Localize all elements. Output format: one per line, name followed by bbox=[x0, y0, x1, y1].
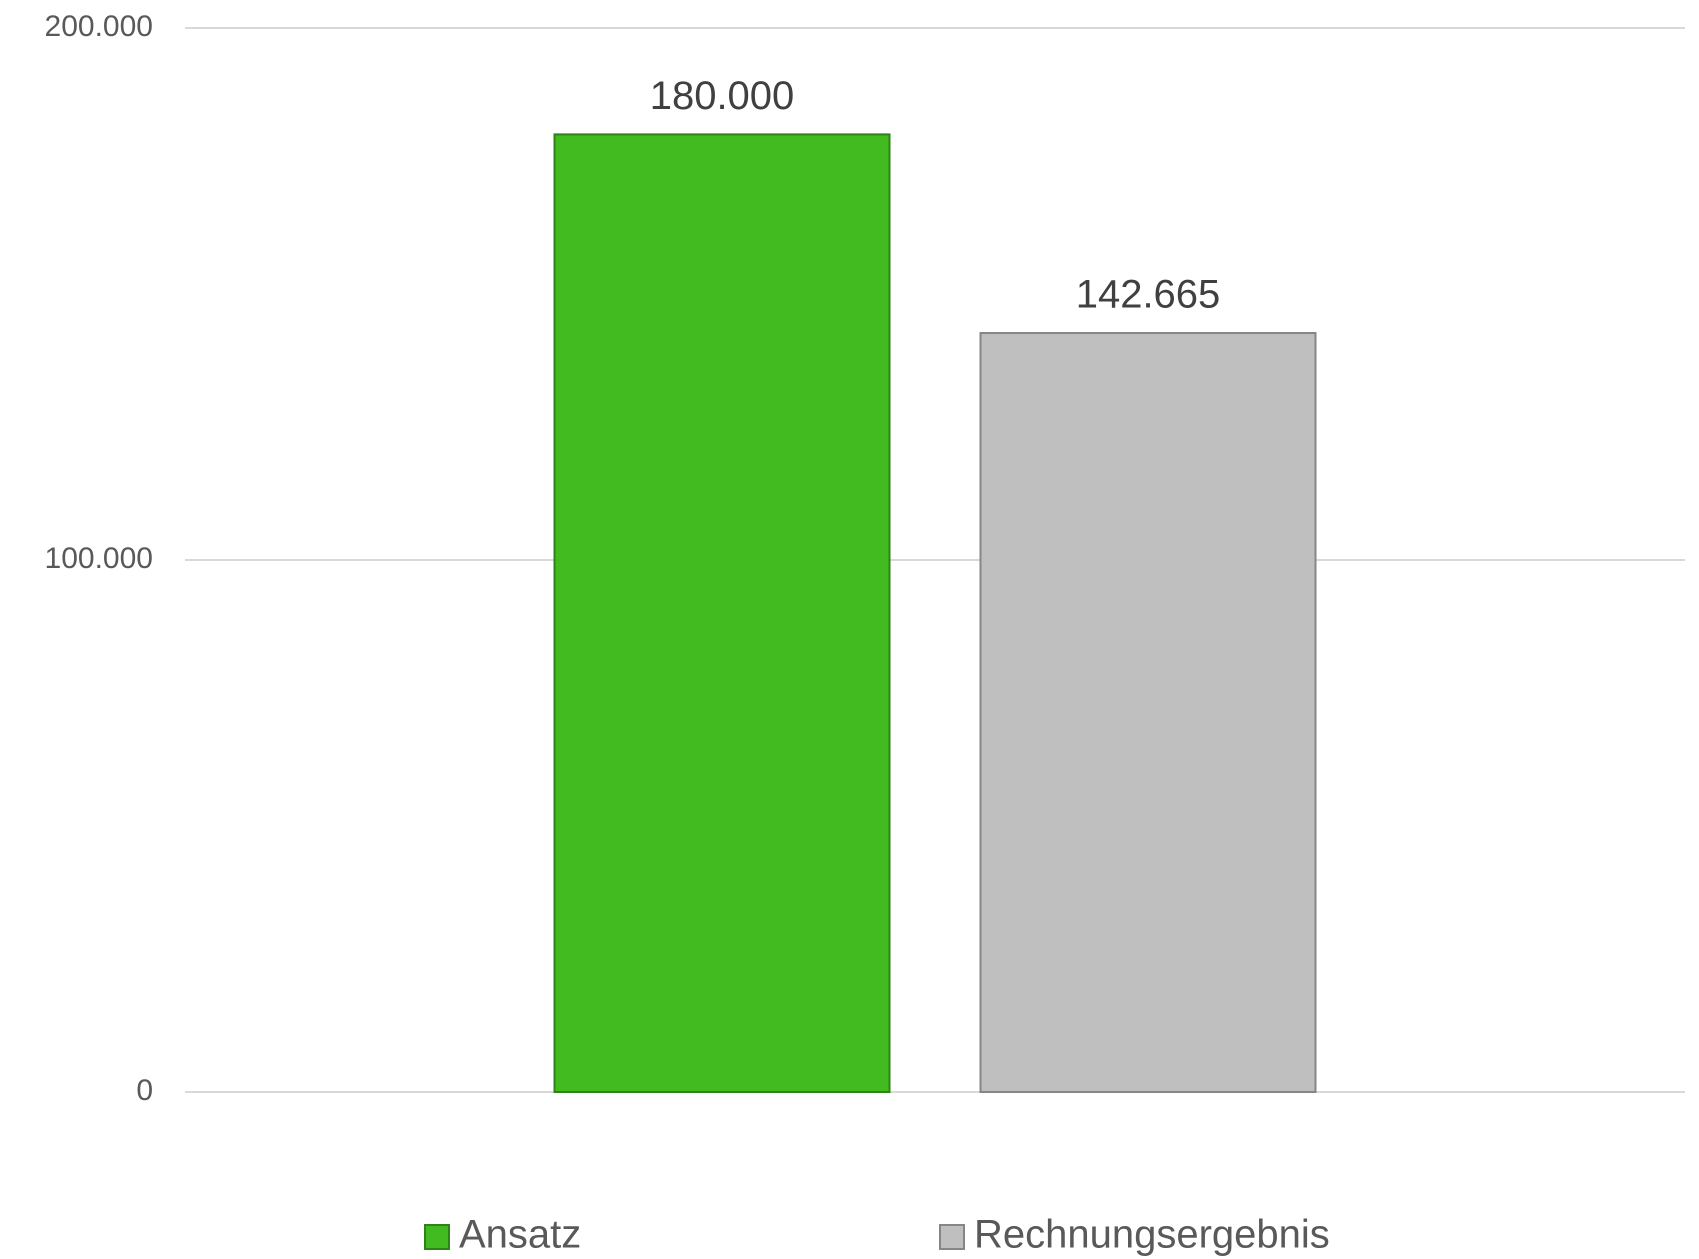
y-tick-label: 200.000 bbox=[45, 10, 153, 43]
legend-label: Ansatz bbox=[459, 1213, 581, 1257]
y-tick-label: 100.000 bbox=[45, 542, 153, 575]
legend-label: Rechnungsergebnis bbox=[974, 1213, 1330, 1257]
y-tick-label: 0 bbox=[136, 1074, 153, 1107]
value-label: 180.000 bbox=[650, 74, 795, 118]
bar bbox=[979, 332, 1317, 1093]
value-label: 142.665 bbox=[1076, 273, 1221, 317]
bar bbox=[553, 133, 891, 1093]
legend-swatch bbox=[939, 1224, 965, 1250]
legend-swatch bbox=[424, 1224, 450, 1250]
